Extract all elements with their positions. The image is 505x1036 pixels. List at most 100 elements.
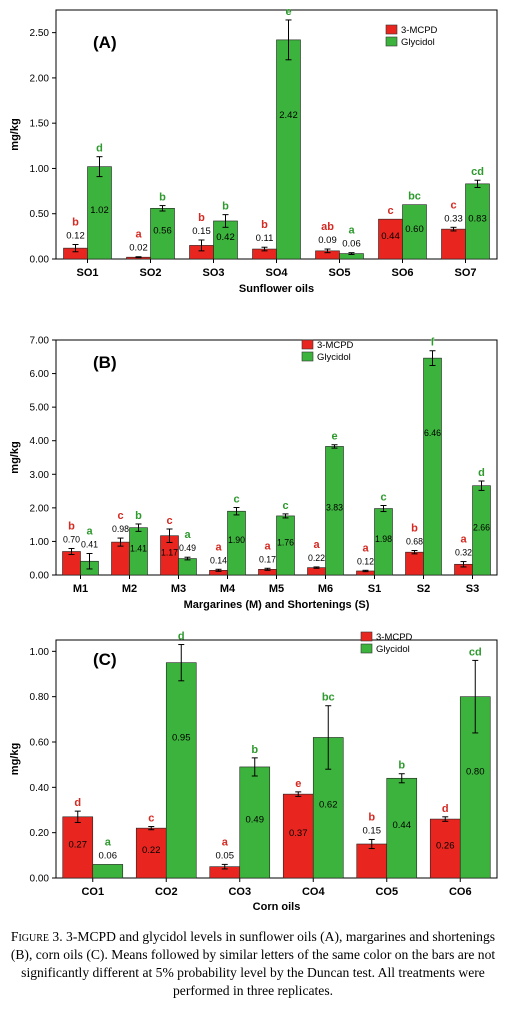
data-label-glycidol: 0.83 [468,213,487,224]
x-axis-label: Margarines (M) and Shortenings (S) [184,599,370,611]
x-tick-label: S2 [417,583,430,595]
bar-mcpd [62,551,81,576]
chart-panel-b: 0.00 1.00 2.00 3.00 4.00 5.00 6.00 7.00 mg/kg (B)… [9,336,498,611]
bar-glycidol [150,207,175,260]
significance-letter-mcpd: a [264,540,271,552]
data-label-mcpd: 0.15 [192,226,211,237]
y-tick-label: 6.00 [30,369,50,380]
data-label-mcpd: 0.37 [289,828,308,839]
panel-label: (A) [93,33,117,52]
significance-letter-mcpd: d [442,803,449,815]
significance-letter-mcpd: a [215,541,222,553]
bar-mcpd [441,228,466,260]
significance-letter-mcpd: b [198,212,205,224]
x-tick-label: SO3 [202,267,224,279]
data-label-glycidol: 0.41 [81,540,98,550]
significance-letter-mcpd: a [135,229,142,241]
data-label-glycidol: 0.06 [99,850,118,861]
y-tick-label: 0.00 [30,571,50,582]
data-label-glycidol: 0.62 [319,800,338,811]
y-tick-label: 0.00 [30,874,50,885]
x-axis-label: Sunflower oils [239,283,314,295]
y-tick-label: 2.00 [30,73,50,84]
y-tick-label: 0.80 [30,692,50,703]
data-label-glycidol: 1.76 [277,537,294,547]
x-tick-label: CO1 [81,886,104,898]
x-tick-label: SO1 [76,267,98,279]
significance-letter-glycidol: e [331,431,337,443]
data-label-glycidol: 2.42 [279,110,298,121]
significance-letter-glycidol: e [285,6,291,18]
significance-letter-glycidol: b [159,192,166,204]
legend-swatch-mcpd [301,339,314,350]
figure-caption: Figure 3. 3-MCPD and glycidol levels in … [8,928,498,1000]
data-label-glycidol: 1.98 [375,534,392,544]
bar-glycidol [165,662,197,879]
y-axis-label: mg/kg [9,441,21,473]
y-tick-label: 3.00 [30,470,50,481]
y-tick-label: 0.20 [30,828,50,839]
significance-letter-mcpd: b [411,522,418,534]
significance-letter-glycidol: a [348,225,355,237]
data-label-mcpd: 0.98 [112,524,129,534]
legend-entry-glycidol: Glycidol [401,37,435,48]
significance-letter-glycidol: cd [471,166,484,178]
y-tick-label: 2.50 [30,28,50,39]
data-label-mcpd: 0.33 [444,213,463,224]
legend-swatch-mcpd [385,24,398,35]
significance-letter-mcpd: c [117,510,123,522]
bar-glycidol [213,220,238,260]
data-label-glycidol: 1.02 [90,205,109,216]
y-tick-label: 7.00 [30,336,50,347]
data-label-mcpd: 0.68 [406,536,423,546]
data-label-mcpd: 0.26 [436,841,455,852]
x-tick-label: SO7 [454,267,476,279]
y-tick-label: 0.60 [30,738,50,749]
chart-panel-c: 0.00 0.20 0.40 0.60 0.80 1.00 mg/kg (C) 3-MCPDGl… [9,631,498,913]
legend-swatch-glycidol [385,36,398,47]
x-tick-label: M1 [73,583,88,595]
x-tick-label: SO6 [391,267,413,279]
significance-letter-glycidol: a [184,529,191,541]
data-label-glycidol: 0.06 [342,239,361,250]
data-label-glycidol: 2.66 [473,522,490,532]
x-tick-label: S1 [368,583,381,595]
significance-letter-glycidol: d [478,467,485,479]
x-tick-label: SO2 [139,267,161,279]
data-label-mcpd: 0.17 [259,554,276,564]
data-label-glycidol: 3.83 [326,503,343,513]
x-tick-label: CO6 [449,886,472,898]
y-tick-label: 0.40 [30,783,50,794]
significance-letter-glycidol: b [135,510,142,522]
significance-letter-mcpd: c [450,199,456,211]
significance-letter-mcpd: c [148,813,154,825]
legend-entry-mcpd: 3-MCPD [376,632,413,643]
data-label-mcpd: 0.12 [66,231,85,242]
data-label-mcpd: 0.22 [308,553,325,563]
significance-letter-mcpd: a [362,542,369,554]
significance-letter-glycidol: f [431,337,435,349]
x-tick-label: S3 [466,583,479,595]
data-label-mcpd: 1.17 [161,547,178,557]
data-label-mcpd: 0.02 [129,243,148,254]
caption-text: 3-MCPD and glycidol levels in sunflower … [10,929,496,998]
y-tick-label: 0.00 [30,255,50,266]
x-tick-label: SO4 [265,267,288,279]
x-tick-label: SO5 [328,267,350,279]
y-tick-label: 1.50 [30,119,50,130]
y-axis-label: mg/kg [9,743,21,775]
significance-letter-glycidol: a [105,836,112,848]
bar-glycidol [87,166,112,260]
x-tick-label: CO2 [155,886,178,898]
significance-letter-mcpd: ab [321,221,334,233]
significance-letter-glycidol: b [398,760,405,772]
y-tick-label: 4.00 [30,436,50,447]
bar-glycidol [239,766,271,879]
data-label-mcpd: 0.22 [142,845,161,856]
data-label-mcpd: 0.70 [63,534,80,544]
y-tick-label: 5.00 [30,403,50,414]
bar-mcpd [429,818,461,879]
significance-letter-mcpd: c [387,205,393,217]
bar-glycidol [92,864,124,879]
x-tick-label: M5 [269,583,284,595]
